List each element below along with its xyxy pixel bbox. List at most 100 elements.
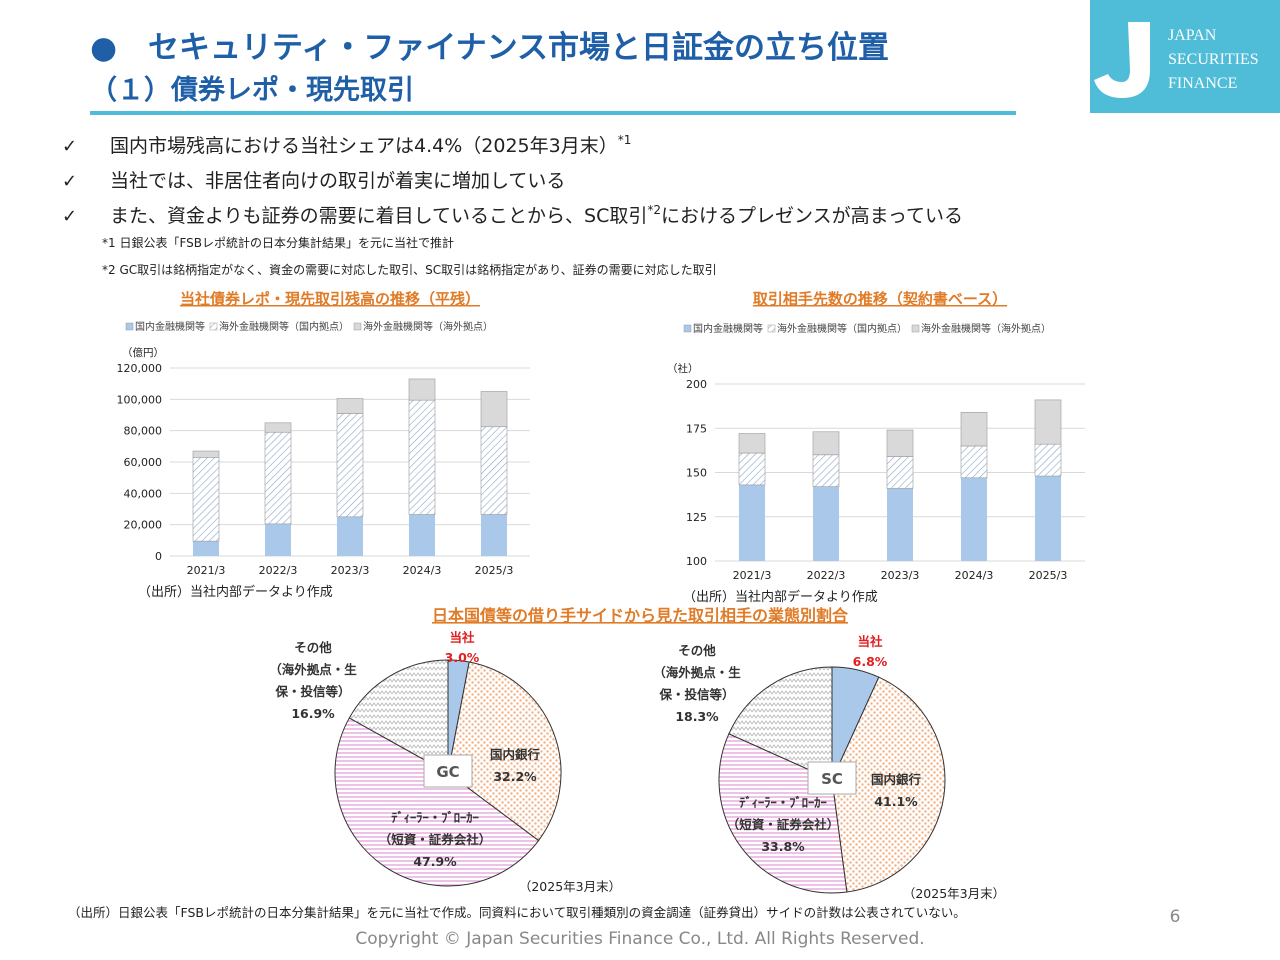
- slice-label: 当社: [857, 634, 883, 649]
- bar-segment: [887, 488, 913, 561]
- bar-segment: [265, 523, 291, 556]
- slice-label: その他: [678, 643, 716, 658]
- bar-segment: [738, 433, 766, 454]
- bar-segment: [960, 445, 988, 479]
- bar-segment: [961, 477, 987, 561]
- bar-segment: [408, 378, 436, 401]
- center-label: GC: [436, 763, 459, 781]
- slice-value-label: 32.2%: [493, 769, 537, 784]
- y-tick-label: 40,000: [124, 487, 163, 500]
- title-rule: [90, 111, 1016, 115]
- logo-line: SECURITIES: [1168, 51, 1259, 68]
- superscript: *1: [618, 133, 632, 147]
- center-box: [423, 754, 473, 788]
- legend-swatch: [767, 324, 776, 333]
- y-tick-label: 100: [686, 555, 707, 568]
- pie-slice: [447, 661, 562, 842]
- x-tick-label: 2021/3: [187, 564, 226, 577]
- x-tick-label: 2025/3: [475, 564, 514, 577]
- bar-segment: [264, 431, 292, 525]
- chart-title: 当社債券レポ・現先取引残高の推移（平残）: [180, 290, 480, 308]
- slice-value-label: 6.8%: [853, 654, 888, 669]
- bar-segment: [886, 456, 914, 489]
- bar-segment: [192, 450, 220, 458]
- x-tick-label: 2025/3: [1029, 569, 1068, 582]
- slice-value-label: 33.8%: [761, 839, 805, 854]
- legend-label: 海外金融機関等（海外拠点）: [363, 320, 493, 333]
- bar-segment: [813, 486, 839, 561]
- bar-segment: [739, 484, 765, 561]
- bullet-part: におけるプレゼンスが高まっている: [661, 205, 963, 227]
- bullet-text: 国内市場残高における当社シェアは4.4%（2025年3月末）*1: [110, 133, 631, 157]
- slice-label: （短資・証券会社）: [727, 817, 840, 832]
- y-tick-label: 20,000: [124, 519, 163, 532]
- bullet-mark: ✓: [62, 171, 77, 192]
- pie-note: （2025年3月末）: [519, 879, 621, 894]
- bullet-mark: ✓: [62, 136, 77, 157]
- y-tick-label: 150: [686, 467, 707, 480]
- bar-segment: [408, 399, 436, 515]
- slice-label: 保・投信等）: [274, 684, 350, 699]
- bar-segment: [812, 454, 840, 487]
- legend-label: 国内金融機関等: [693, 322, 763, 335]
- y-unit: （社）: [667, 362, 699, 375]
- bar-segment: [1034, 443, 1062, 477]
- footnote: *2 GC取引は銘柄指定がなく、資金の需要に対応した取引、SC取引は銘柄指定があ…: [102, 262, 717, 277]
- footer-source: （出所）日銀公表「FSBレポ統計の日本分集計結果」を元に当社で作成。同資料におい…: [68, 905, 966, 920]
- superscript: *2: [647, 203, 661, 217]
- legend-label: 海外金融機関等（海外拠点）: [921, 322, 1051, 335]
- slice-label: 保・投信等）: [658, 687, 734, 702]
- chart-title: 取引相手先数の推移（契約書ベース）: [753, 290, 1007, 308]
- bar-segment: [738, 452, 766, 486]
- y-tick-label: 0: [155, 550, 162, 563]
- y-tick-label: 200: [686, 378, 707, 391]
- center-label: SC: [821, 770, 843, 788]
- y-tick-label: 120,000: [117, 362, 163, 375]
- bullet-part: 当社では、非居住者向けの取引が着実に増加している: [110, 170, 565, 192]
- bullet-text: また、資金よりも証券の需要に着目していることから、SC取引*2におけるプレゼンス…: [110, 203, 963, 227]
- footnote: *1 日銀公表「FSBレポ統計の日本分集計結果」を元に当社で推計: [102, 235, 454, 250]
- x-tick-label: 2022/3: [807, 569, 846, 582]
- bar-segment: [336, 398, 364, 414]
- slice-label: ﾃﾞｨｰﾗｰ・ﾌﾞﾛｰｶｰ: [391, 810, 479, 825]
- bar-segment: [480, 426, 508, 515]
- x-tick-label: 2022/3: [259, 564, 298, 577]
- y-tick-label: 80,000: [124, 425, 163, 438]
- bar-segment: [960, 412, 988, 447]
- slice-label: （海外拠点・生: [269, 662, 357, 677]
- logo-line: JAPAN: [1168, 27, 1217, 44]
- bar-segment: [1035, 476, 1061, 561]
- y-unit: （億円）: [122, 346, 164, 359]
- copyright: Copyright © Japan Securities Finance Co.…: [355, 929, 924, 949]
- y-tick-label: 125: [686, 511, 707, 524]
- title: ● セキュリティ・ファイナンス市場と日証金の立ち位置: [90, 30, 889, 66]
- bullet-part: 国内市場残高における当社シェアは4.4%（2025年3月末）: [110, 135, 618, 157]
- slice-label: （海外拠点・生: [653, 665, 741, 680]
- bar-segment: [264, 422, 292, 433]
- y-tick-label: 100,000: [117, 393, 163, 406]
- legend-label: 国内金融機関等: [135, 320, 205, 333]
- bar-segment: [337, 516, 363, 556]
- pie-note: （2025年3月末）: [903, 886, 1005, 901]
- x-tick-label: 2023/3: [881, 569, 920, 582]
- pie-slice: [348, 659, 449, 774]
- x-tick-label: 2024/3: [403, 564, 442, 577]
- slice-value-label: 3.0%: [445, 650, 480, 665]
- bar-segment: [812, 431, 840, 456]
- bar-segment: [481, 514, 507, 556]
- bar-segment: [480, 391, 508, 428]
- bullet-mark: ✓: [62, 206, 77, 227]
- slice-value-label: 18.3%: [675, 709, 719, 724]
- page-number: 6: [1170, 907, 1181, 927]
- slice-value-label: 41.1%: [874, 794, 918, 809]
- legend-swatch: [683, 324, 692, 333]
- pie-slice: [831, 676, 946, 893]
- legend-swatch: [911, 324, 920, 333]
- center-box: [807, 761, 857, 795]
- slice-label: その他: [294, 640, 332, 655]
- bullet-text: 当社では、非居住者向けの取引が着実に増加している: [110, 170, 565, 192]
- legend-swatch: [125, 322, 134, 331]
- legend-swatch: [209, 322, 218, 331]
- legend-label: 海外金融機関等（国内拠点）: [777, 322, 907, 335]
